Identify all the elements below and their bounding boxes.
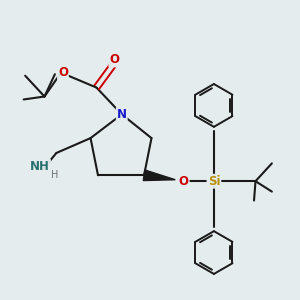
Text: O: O bbox=[58, 66, 68, 79]
Text: NH: NH bbox=[30, 160, 50, 173]
Polygon shape bbox=[143, 170, 175, 181]
Text: Si: Si bbox=[208, 175, 220, 188]
Text: H: H bbox=[51, 170, 58, 180]
Text: O: O bbox=[178, 175, 189, 188]
Text: O: O bbox=[109, 53, 119, 66]
Text: N: N bbox=[117, 108, 127, 121]
